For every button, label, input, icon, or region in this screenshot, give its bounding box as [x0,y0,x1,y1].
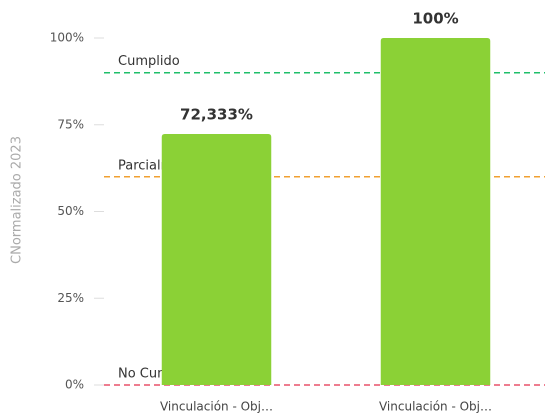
x-tick-label: Vinculación - Obj… [160,400,273,414]
y-axis-title: CNormalizado 2023 [10,136,25,264]
x-tick-label: Vinculación - Obj… [379,400,492,414]
value-label: 100% [412,10,458,28]
y-tick-label: 75% [57,117,84,131]
y-tick-label: 25% [57,291,84,305]
bar [380,38,491,385]
bar [161,134,272,385]
y-tick-label: 0% [65,378,84,392]
reference-label: Cumplido [118,54,180,69]
value-label: 72,333% [180,106,253,124]
y-tick-label: 50% [57,204,84,218]
y-tick-label: 100% [50,31,84,45]
